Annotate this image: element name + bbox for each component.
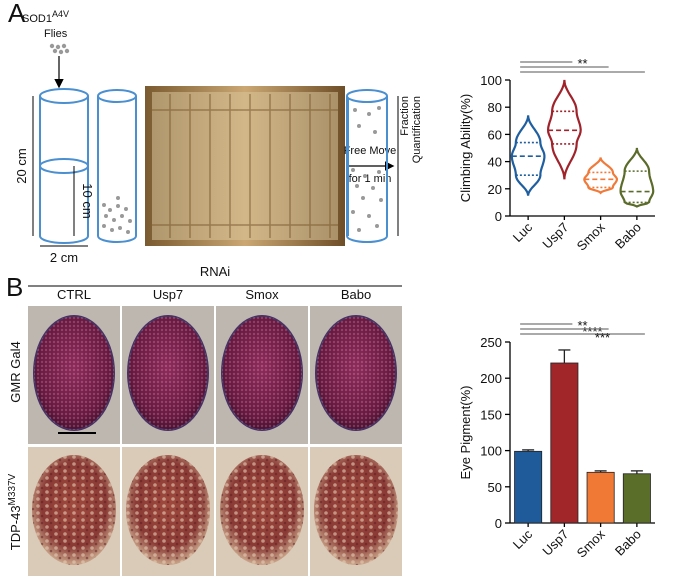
- genotype: SOD1A4V: [22, 9, 69, 25]
- bar: [514, 450, 543, 524]
- row-label-sup: M337V: [7, 473, 18, 505]
- x-tick-label: Smox: [574, 219, 608, 253]
- y-tick-label: 100: [480, 444, 502, 459]
- y-tick-label: 200: [480, 371, 502, 386]
- x-tick-label: Luc: [510, 526, 536, 552]
- eye-photos: [28, 306, 402, 576]
- column-label: Smox: [245, 287, 279, 302]
- x-tick-label: Smox: [574, 526, 608, 560]
- dimension: 2 cm: [50, 250, 78, 265]
- significance: ***: [595, 330, 610, 345]
- dimension: 10 cm: [80, 183, 95, 218]
- column-label: CTRL: [57, 287, 91, 302]
- x-tick-label: Usp7: [539, 527, 571, 559]
- y-tick-label: 100: [480, 73, 502, 88]
- eye-facets: [316, 316, 396, 430]
- y-tick-label: 0: [495, 209, 502, 224]
- x-tick-label: Luc: [510, 219, 536, 245]
- row-label-text: TDP-43: [8, 505, 23, 550]
- row-label: TDP-43M337V: [7, 473, 23, 550]
- fraction-label: Fraction: [399, 96, 411, 136]
- move-label: for 1 min: [349, 173, 392, 185]
- bar: [622, 473, 651, 524]
- y-tick-label: 20: [488, 182, 502, 197]
- y-tick-label: 80: [488, 100, 502, 115]
- y-tick-label: 50: [488, 480, 502, 495]
- photo-apparatus: [145, 86, 345, 246]
- violin: [583, 157, 618, 195]
- cylinder: [97, 89, 137, 243]
- violin: [619, 147, 655, 208]
- x-tick-label: Usp7: [539, 220, 571, 252]
- flies-label: Flies: [44, 28, 68, 40]
- cylinder: [346, 89, 388, 243]
- eye-facets: [34, 316, 114, 430]
- eye-texture: [126, 455, 210, 565]
- panel-label: A: [8, 0, 26, 28]
- row-label: GMR Gal4: [8, 341, 23, 402]
- significance: ****: [582, 324, 602, 339]
- eye-facets: [222, 316, 302, 430]
- rnai-label: RNAi: [200, 264, 230, 279]
- dimension: 20 cm: [14, 148, 29, 183]
- quantification-label: Quantification: [411, 96, 423, 163]
- y-tick-label: 150: [480, 407, 502, 422]
- genotype-sup: A4V: [52, 9, 69, 19]
- genotype-text: SOD1: [22, 13, 52, 25]
- eye-facets: [128, 316, 208, 430]
- y-axis-label: Climbing Ability(%): [458, 94, 473, 202]
- y-tick-label: 0: [495, 516, 502, 531]
- bar: [586, 471, 615, 524]
- y-tick-label: 250: [480, 335, 502, 350]
- cylinder: [39, 88, 89, 244]
- significance: **: [577, 56, 587, 71]
- column-label: Usp7: [153, 287, 183, 302]
- significance: **: [577, 318, 587, 333]
- eye-texture: [220, 455, 304, 565]
- y-tick-label: 40: [488, 155, 502, 170]
- column-label: Babo: [341, 287, 371, 302]
- x-tick-label: Babo: [612, 527, 644, 559]
- panel-label: B: [6, 272, 23, 302]
- y-tick-label: 60: [488, 127, 502, 142]
- eye-texture: [32, 455, 116, 565]
- x-tick-label: Babo: [612, 220, 644, 252]
- eye-texture: [314, 455, 398, 565]
- move-label: Free Move: [344, 145, 397, 157]
- fly-dots: [49, 43, 70, 55]
- y-axis-label: Eye Pigment(%): [458, 386, 473, 480]
- bar: [550, 362, 579, 524]
